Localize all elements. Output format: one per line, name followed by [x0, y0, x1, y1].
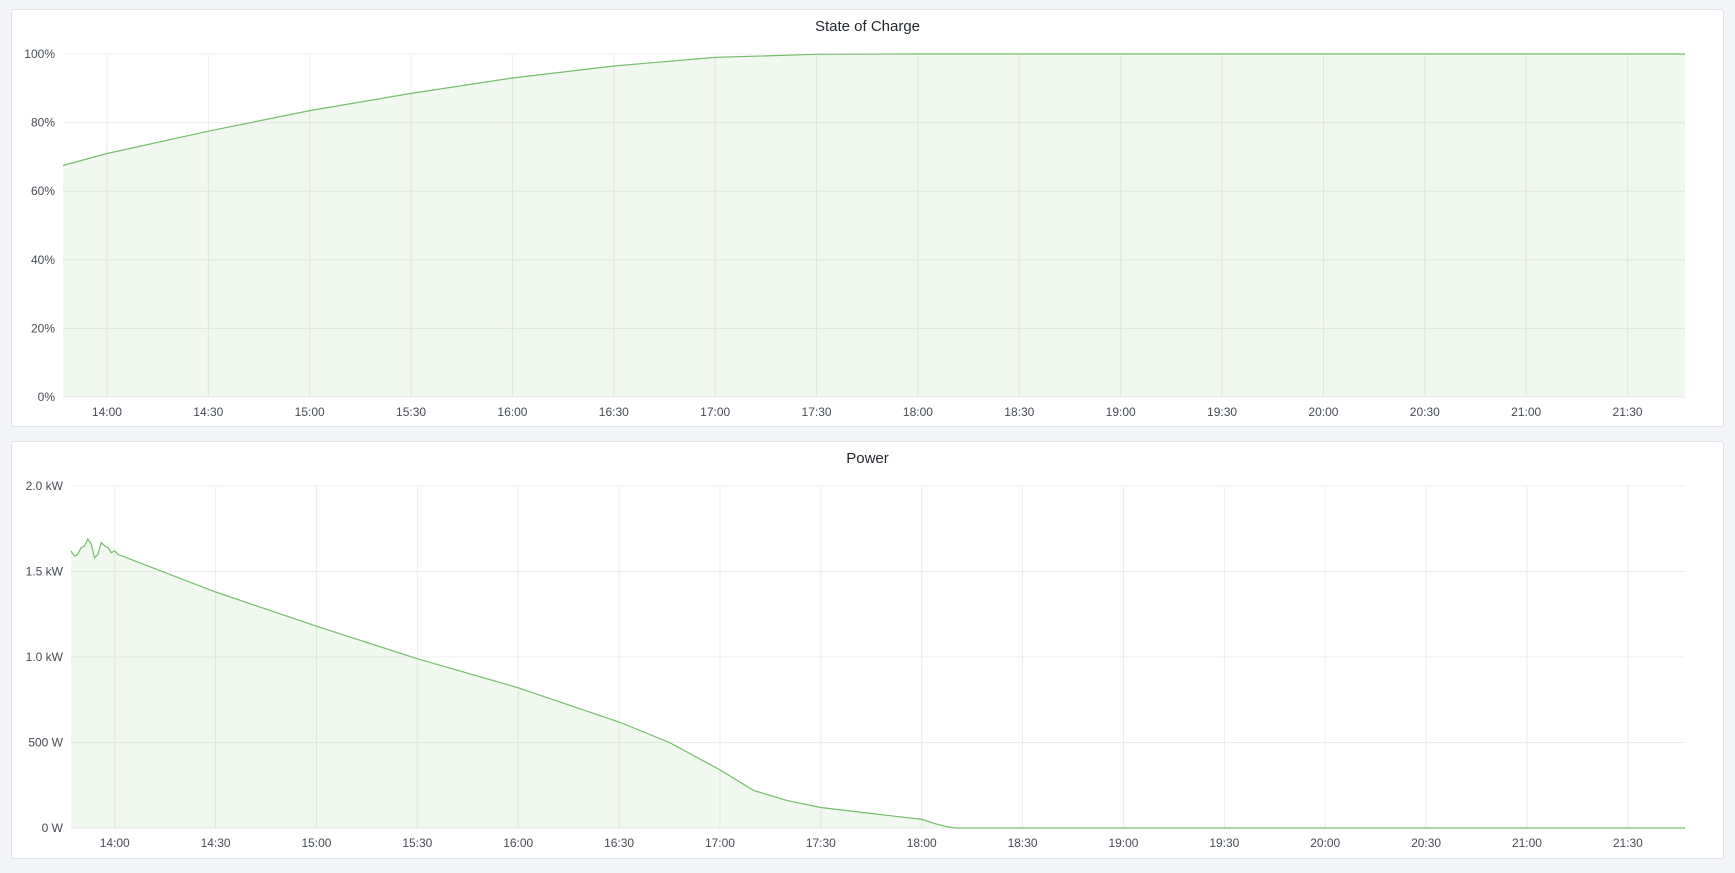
power-panel: Power 0 W 500 W 1.0 kW 1.5 kW 2.0 kW 14:00 14:…	[11, 441, 1724, 859]
x-tick-label: 15:00	[301, 836, 331, 850]
x-tick-label: 17:00	[705, 836, 735, 850]
x-tick-label: 16:30	[604, 836, 634, 850]
y-tick-label: 1.0 kW	[26, 650, 64, 664]
x-tick-label: 15:30	[402, 836, 432, 850]
y-tick-label: 0 W	[42, 821, 64, 835]
x-tick-label: 14:00	[92, 405, 122, 419]
x-tick-label: 19:00	[1106, 405, 1136, 419]
soc-panel: State of Charge 0% 20% 40% 60% 80% 100% 14:00 1…	[11, 9, 1724, 427]
y-tick-label: 40%	[31, 253, 55, 267]
y-tick-label: 100%	[24, 47, 55, 61]
x-tick-label: 20:00	[1308, 405, 1338, 419]
x-tick-label: 15:30	[396, 405, 426, 419]
y-tick-label: 0%	[38, 390, 56, 404]
x-tick-label: 16:00	[503, 836, 533, 850]
x-tick-label: 20:00	[1310, 836, 1340, 850]
series-line	[70, 537, 1685, 829]
series-area-fill	[71, 539, 1685, 828]
power-panel-title: Power	[846, 450, 889, 467]
x-tick-label: 14:30	[193, 405, 223, 419]
x-tick-label: 19:00	[1108, 836, 1138, 850]
series-line	[62, 53, 1685, 167]
x-tick-label: 21:30	[1613, 405, 1643, 419]
x-tick-label: 21:00	[1512, 836, 1542, 850]
y-tick-label: 80%	[31, 116, 55, 130]
x-tick-label: 15:00	[295, 405, 325, 419]
series-area-fill	[63, 54, 1685, 397]
x-tick-label: 14:30	[201, 836, 231, 850]
x-tick-label: 20:30	[1410, 405, 1440, 419]
x-tick-label: 18:00	[907, 836, 937, 850]
x-tick-label: 16:30	[599, 405, 629, 419]
x-tick-label: 18:00	[903, 405, 933, 419]
y-tick-label: 20%	[31, 321, 55, 335]
soc-chart: 0% 20% 40% 60% 80% 100% 14:00 14:30 15:00 15:30 16…	[24, 47, 1685, 419]
x-tick-label: 20:30	[1411, 836, 1441, 850]
x-tick-label: 17:30	[802, 405, 832, 419]
y-tick-label: 1.5 kW	[26, 565, 64, 579]
x-tick-label: 18:30	[1004, 405, 1034, 419]
power-chart: 0 W 500 W 1.0 kW 1.5 kW 2.0 kW 14:00 14:30 15:0…	[26, 479, 1685, 850]
x-tick-label: 21:00	[1511, 405, 1541, 419]
x-tick-label: 14:00	[100, 836, 130, 850]
x-tick-label: 19:30	[1207, 405, 1237, 419]
soc-panel-title: State of Charge	[814, 18, 921, 35]
x-tick-label: 17:00	[700, 405, 730, 419]
x-tick-label: 19:30	[1209, 836, 1239, 850]
x-tick-label: 17:30	[806, 836, 836, 850]
x-tick-label: 18:30	[1008, 836, 1038, 850]
y-tick-label: 500 W	[28, 736, 63, 750]
x-tick-label: 16:00	[497, 405, 527, 419]
y-tick-label: 60%	[31, 184, 55, 198]
y-tick-label: 2.0 kW	[26, 479, 64, 493]
x-tick-label: 21:30	[1613, 836, 1643, 850]
